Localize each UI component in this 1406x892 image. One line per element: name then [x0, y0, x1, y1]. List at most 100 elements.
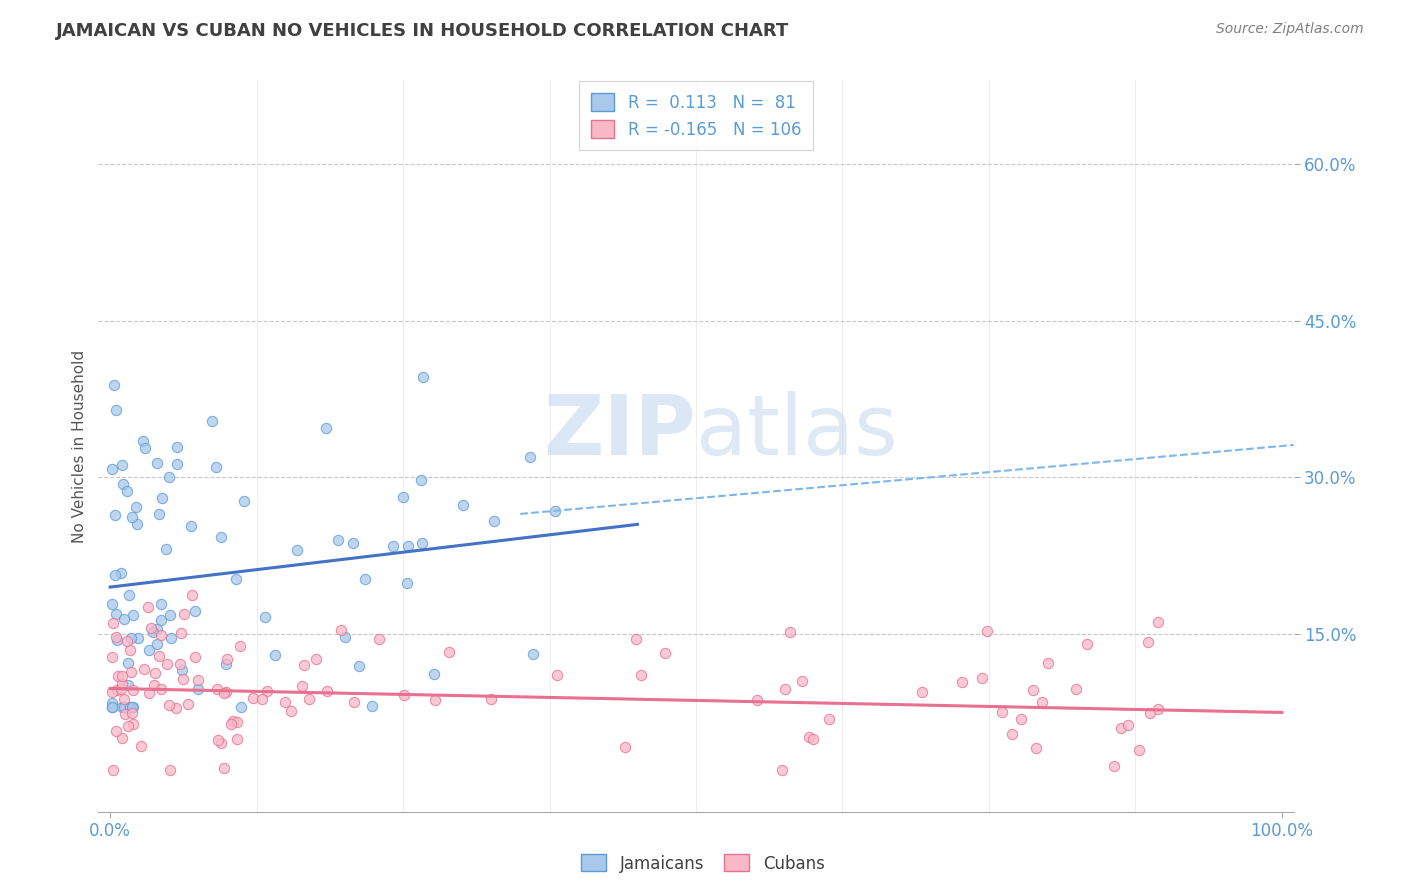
Point	[409, 474, 432, 488]
Point	[1025, 740, 1047, 755]
Point	[225, 572, 247, 586]
Point	[291, 679, 314, 693]
Point	[546, 668, 568, 682]
Point	[183, 604, 205, 618]
Point	[121, 608, 143, 623]
Text: atlas: atlas	[696, 391, 897, 472]
Point	[412, 370, 434, 384]
Point	[138, 643, 160, 657]
Point	[101, 462, 124, 476]
Point	[1147, 702, 1170, 716]
Point	[148, 648, 170, 663]
Point	[101, 763, 124, 777]
Point	[1031, 695, 1053, 709]
Point	[1010, 712, 1032, 726]
Point	[157, 698, 180, 712]
Point	[187, 682, 209, 697]
Point	[105, 402, 128, 417]
Point	[482, 515, 505, 529]
Point	[145, 622, 167, 636]
Point	[187, 673, 209, 688]
Point	[204, 460, 226, 475]
Point	[169, 657, 191, 671]
Point	[1104, 758, 1126, 772]
Point	[745, 692, 768, 706]
Point	[1136, 634, 1159, 648]
Point	[142, 624, 165, 639]
Point	[1139, 706, 1161, 721]
Point	[326, 533, 349, 548]
Point	[149, 628, 172, 642]
Point	[125, 517, 148, 532]
Point	[976, 624, 998, 638]
Point	[111, 731, 134, 745]
Point	[792, 673, 814, 688]
Point	[117, 678, 139, 692]
Point	[544, 504, 567, 518]
Point	[105, 607, 128, 621]
Point	[396, 539, 419, 553]
Point	[335, 630, 357, 644]
Point	[101, 700, 124, 714]
Point	[522, 647, 544, 661]
Point	[121, 706, 143, 721]
Point	[101, 684, 124, 698]
Point	[150, 597, 173, 611]
Point	[118, 588, 141, 602]
Point	[146, 637, 169, 651]
Point	[180, 518, 202, 533]
Point	[229, 700, 252, 714]
Point	[141, 621, 163, 635]
Point	[264, 648, 287, 663]
Point	[107, 669, 129, 683]
Point	[479, 692, 502, 706]
Point	[215, 684, 238, 698]
Point	[392, 490, 415, 504]
Point	[1022, 683, 1045, 698]
Point	[169, 626, 191, 640]
Point	[624, 632, 647, 646]
Point	[779, 625, 801, 640]
Point	[115, 634, 138, 648]
Point	[423, 693, 446, 707]
Point	[242, 691, 264, 706]
Point	[120, 631, 142, 645]
Point	[950, 674, 973, 689]
Point	[329, 623, 352, 637]
Point	[114, 700, 136, 714]
Point	[104, 568, 127, 582]
Point	[818, 712, 841, 726]
Point	[134, 441, 156, 455]
Point	[114, 706, 136, 721]
Point	[180, 589, 202, 603]
Point	[110, 566, 132, 580]
Legend: Jamaicans, Cubans: Jamaicans, Cubans	[575, 847, 831, 880]
Point	[347, 658, 370, 673]
Point	[1118, 718, 1140, 732]
Point	[205, 682, 228, 697]
Point	[170, 663, 193, 677]
Point	[105, 631, 128, 645]
Point	[166, 440, 188, 454]
Point	[1147, 615, 1170, 629]
Point	[274, 695, 297, 709]
Point	[117, 656, 139, 670]
Point	[104, 508, 127, 522]
Point	[439, 645, 461, 659]
Point	[134, 662, 156, 676]
Point	[118, 700, 141, 714]
Point	[111, 676, 134, 690]
Point	[315, 683, 337, 698]
Point	[519, 450, 541, 464]
Point	[229, 639, 252, 653]
Point	[342, 695, 364, 709]
Point	[1001, 727, 1024, 741]
Point	[911, 685, 934, 699]
Point	[101, 616, 124, 631]
Point	[157, 469, 180, 483]
Point	[156, 657, 179, 672]
Point	[1064, 682, 1087, 697]
Point	[146, 456, 169, 470]
Point	[118, 643, 141, 657]
Point	[149, 681, 172, 696]
